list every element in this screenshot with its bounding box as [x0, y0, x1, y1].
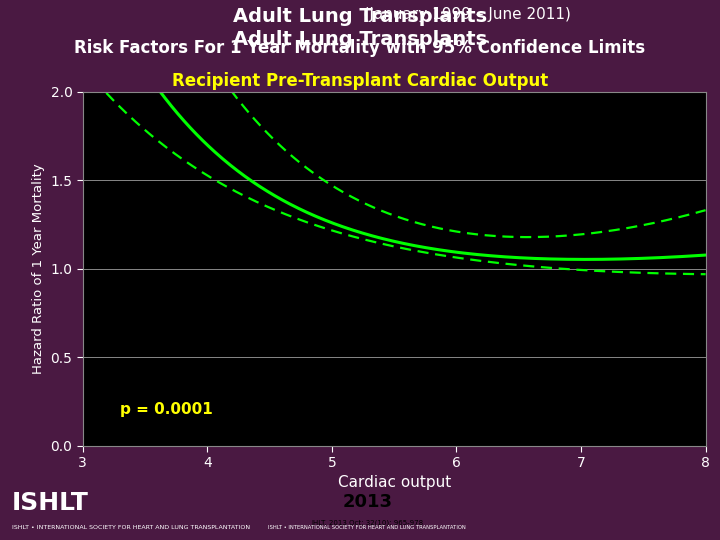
Text: p = 0.0001: p = 0.0001: [120, 402, 213, 417]
Text: ISHLT • INTERNATIONAL SOCIETY FOR HEART AND LUNG TRANSPLANTATION: ISHLT • INTERNATIONAL SOCIETY FOR HEART …: [12, 525, 250, 530]
Text: ISHLT: ISHLT: [12, 491, 89, 515]
Text: Risk Factors For 1 Year Mortality with 95% Confidence Limits: Risk Factors For 1 Year Mortality with 9…: [74, 39, 646, 57]
Text: (January 1999 – June 2011): (January 1999 – June 2011): [149, 8, 571, 22]
Text: ISHLT • INTERNATIONAL SOCIETY FOR HEART AND LUNG TRANSPLANTATION: ISHLT • INTERNATIONAL SOCIETY FOR HEART …: [269, 524, 466, 530]
Text: Recipient Pre-Transplant Cardiac Output: Recipient Pre-Transplant Cardiac Output: [172, 72, 548, 90]
X-axis label: Cardiac output: Cardiac output: [338, 476, 451, 490]
Text: Adult Lung Transplants (January 1999 – June 2011): Adult Lung Transplants (January 1999 – J…: [82, 30, 638, 49]
Text: Adult Lung Transplants: Adult Lung Transplants: [233, 8, 487, 26]
Text: 2013: 2013: [342, 492, 392, 510]
Text: Adult Lung Transplants: Adult Lung Transplants: [233, 30, 487, 49]
Y-axis label: Hazard Ratio of 1 Year Mortality: Hazard Ratio of 1 Year Mortality: [32, 163, 45, 374]
Text: JHLT. 2013 Oct; 32(10): 965-978: JHLT. 2013 Oct; 32(10): 965-978: [311, 519, 423, 526]
